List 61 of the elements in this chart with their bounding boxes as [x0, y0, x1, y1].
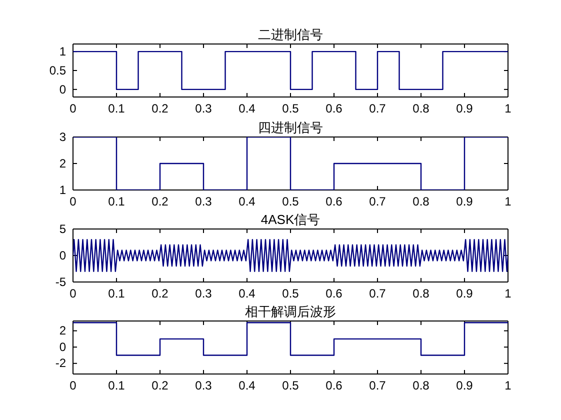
x-tick-label: 0.4	[238, 378, 256, 393]
y-tick-label: 2	[59, 156, 66, 170]
y-tick-label: 0	[59, 248, 66, 262]
x-tick-label: 0.1	[108, 378, 126, 393]
chart-title: 4ASK信号	[260, 212, 320, 227]
y-tick-label: 1	[59, 44, 66, 58]
x-tick-label: 0.9	[456, 102, 474, 116]
x-tick-label: 0	[70, 194, 77, 209]
x-tick-label: 0.9	[456, 378, 474, 393]
x-tick-label: 0.3	[195, 194, 212, 209]
x-tick-label: 0.4	[238, 102, 256, 116]
x-tick-label: 0.9	[456, 194, 474, 209]
y-tick-label: 5	[59, 222, 66, 236]
x-tick-label: 0.3	[195, 102, 212, 116]
x-tick-label: 0.7	[369, 102, 386, 116]
x-tick-label: 0.4	[238, 286, 256, 301]
x-tick-label: 0.6	[326, 378, 343, 393]
y-tick-label: 2	[59, 324, 66, 338]
y-tick-label: 0	[59, 340, 66, 354]
chart-title: 四进制信号	[258, 120, 323, 135]
x-tick-label: 1	[504, 102, 512, 116]
x-tick-label: 0.7	[369, 286, 386, 301]
x-tick-label: 0.5	[282, 102, 300, 116]
x-tick-label: 0	[70, 102, 77, 116]
chart-title: 相干解调后波形	[245, 304, 336, 319]
line-series	[73, 239, 508, 272]
x-tick-label: 0.3	[195, 378, 212, 393]
chart-title: 二进制信号	[258, 27, 323, 42]
y-tick-label: 3	[59, 130, 66, 144]
x-tick-label: 0.8	[412, 378, 430, 393]
x-tick-label: 1	[504, 286, 512, 301]
y-tick-label: -5	[55, 274, 66, 289]
x-tick-label: 0	[70, 378, 77, 393]
x-tick-label: 0.3	[195, 286, 212, 301]
x-tick-label: 0.1	[108, 102, 126, 116]
x-tick-label: 0.2	[152, 286, 169, 301]
x-tick-label: 0.1	[108, 286, 126, 301]
x-tick-label: 0.5	[282, 378, 300, 393]
x-tick-label: 0.7	[369, 194, 386, 209]
x-tick-label: 0.2	[152, 194, 169, 209]
x-tick-label: 0.4	[238, 194, 256, 209]
x-tick-label: 0.6	[326, 102, 343, 116]
x-tick-label: 0.6	[326, 286, 343, 301]
x-tick-label: 0.2	[152, 378, 169, 393]
x-tick-label: 0.6	[326, 194, 343, 209]
x-tick-label: 0.7	[369, 378, 386, 393]
x-tick-label: 0.5	[282, 194, 300, 209]
y-tick-label: 1	[59, 182, 66, 197]
x-tick-label: 0.5	[282, 286, 300, 301]
y-tick-label: 0.5	[49, 63, 66, 78]
x-tick-label: 1	[504, 378, 512, 393]
x-tick-label: 0.1	[108, 194, 126, 209]
x-tick-label: 0.8	[412, 194, 430, 209]
x-tick-label: 0.8	[412, 286, 430, 301]
x-tick-label: 0	[70, 286, 77, 301]
x-tick-label: 0.2	[152, 102, 169, 116]
y-tick-label: -2	[55, 356, 66, 370]
x-tick-label: 0.8	[412, 102, 430, 116]
x-tick-label: 0.9	[456, 286, 474, 301]
y-tick-label: 0	[59, 82, 66, 96]
x-tick-label: 1	[504, 194, 512, 209]
